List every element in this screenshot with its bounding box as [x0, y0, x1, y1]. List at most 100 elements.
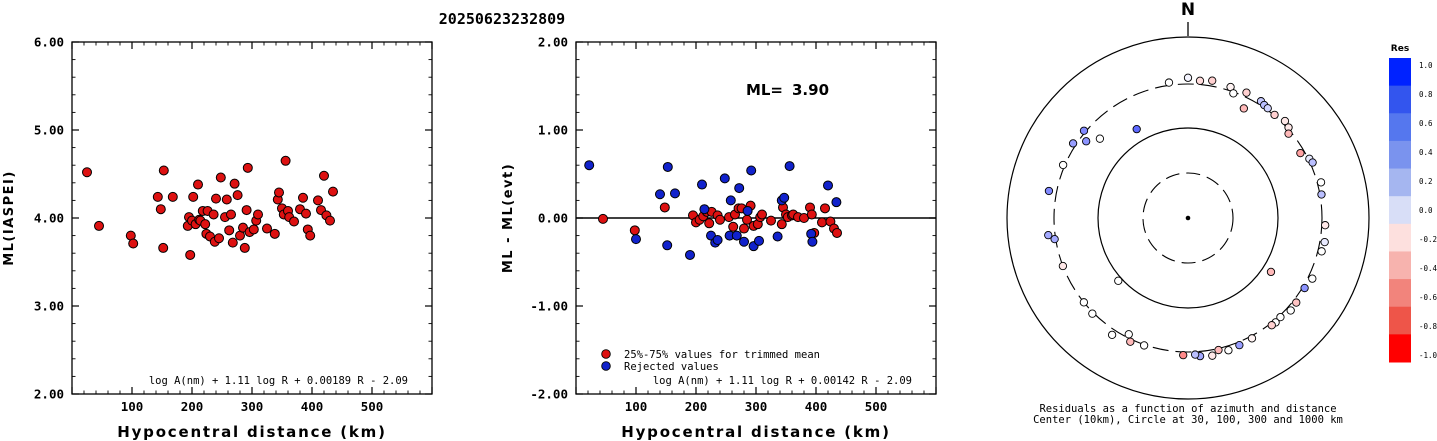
- legend-label-rejected: Rejected values: [624, 361, 719, 373]
- plot1-points: [82, 155, 338, 260]
- plot2-x-axis-label: Hypocentral distance (km): [621, 423, 891, 441]
- data-point: [734, 183, 745, 194]
- polar-point: [1296, 148, 1305, 158]
- data-point: [820, 203, 830, 214]
- polar-point: [1058, 261, 1068, 271]
- polar-point: [1068, 139, 1078, 148]
- polar-point: [1183, 73, 1193, 82]
- plot1-y-axis-label: ML(IASPEI): [2, 170, 17, 266]
- data-point: [158, 165, 169, 176]
- polar-point: [1286, 306, 1295, 315]
- polar-point: [1124, 330, 1133, 339]
- data-point: [185, 249, 196, 260]
- polar-point: [1195, 76, 1205, 85]
- colorbar-swatch: [1389, 279, 1411, 308]
- plot2-points: [584, 160, 842, 260]
- x-tick-label: 500: [865, 399, 888, 414]
- colorbar-tick-label: -0.8: [1419, 322, 1437, 331]
- data-point: [221, 194, 232, 205]
- y-tick-label: -1.00: [530, 299, 568, 314]
- polar-point: [1308, 274, 1317, 283]
- data-point: [248, 224, 259, 235]
- data-point: [725, 195, 736, 206]
- y-tick-label: 4.00: [34, 211, 64, 226]
- data-point: [662, 161, 673, 172]
- polar-point: [1079, 298, 1089, 307]
- x-tick-label: 300: [745, 399, 768, 414]
- colorbar-swatch: [1389, 140, 1411, 170]
- data-point: [739, 236, 749, 247]
- colorbar-swatches: [1389, 58, 1411, 363]
- data-point: [305, 230, 316, 241]
- colorbar-swatch: [1389, 306, 1411, 335]
- data-point: [757, 209, 767, 220]
- colorbar-tick-label: -0.4: [1419, 264, 1437, 273]
- data-point: [158, 242, 169, 253]
- polar-point: [1276, 312, 1285, 322]
- colorbar-title: Res: [1391, 44, 1409, 54]
- y-tick-label: -2.00: [530, 387, 568, 402]
- polar-point: [1132, 124, 1141, 134]
- colorbar-ticks: 1.0 0.8 0.6 0.4 0.2 0.0 -0.2 -0.4 -0.6 -0.8 -1.0: [1419, 61, 1437, 360]
- data-point: [313, 195, 323, 206]
- y-tick-label: 2.00: [34, 387, 64, 402]
- y-tick-label: 2.00: [538, 35, 568, 50]
- x-tick-label: 200: [685, 399, 708, 414]
- data-point: [193, 179, 203, 190]
- data-point: [584, 160, 595, 171]
- plot1-formula: log A(nm) + 1.11 log R + 0.00189 R - 2.0…: [149, 375, 408, 387]
- colorbar-tick-label: -0.2: [1419, 235, 1437, 244]
- data-point: [232, 190, 243, 201]
- plot2-formula: log A(nm) + 1.11 log R + 0.00142 R - 2.0…: [653, 375, 912, 387]
- ml-label: ML=: [746, 81, 783, 99]
- polar-caption-line1: Residuals as a function of azimuth and d…: [1039, 403, 1336, 415]
- polar-points: [1044, 73, 1330, 361]
- polar-point: [1292, 298, 1301, 307]
- data-point: [831, 197, 842, 208]
- x-tick-label: 400: [301, 399, 324, 414]
- data-point: [253, 209, 263, 220]
- data-point: [128, 238, 139, 249]
- polar-point: [1058, 160, 1068, 170]
- polar-point: [1229, 89, 1238, 98]
- data-point: [328, 186, 338, 197]
- polar-point: [1126, 337, 1135, 346]
- data-point: [779, 192, 790, 203]
- data-point: [776, 219, 787, 230]
- legend-marker-rejected: [601, 361, 611, 371]
- data-point: [239, 242, 250, 253]
- data-point: [280, 155, 291, 166]
- ml-vs-distance-panel: 6.00 5.00 4.00 3.00 2.00 100 200 300 400 500 ML(…: [2, 35, 433, 441]
- data-point: [704, 218, 715, 229]
- plot2-y-axis-label: ML - ML(evt): [501, 163, 516, 273]
- data-point: [152, 191, 163, 202]
- data-point: [298, 192, 308, 203]
- data-point: [167, 191, 178, 202]
- azimuth-residual-panel: N Residuals as a function of azimuth and…: [1006, 0, 1370, 426]
- data-point: [655, 189, 665, 200]
- ring-30km: [1142, 172, 1234, 264]
- colorbar-swatch: [1389, 251, 1411, 280]
- polar-point: [1107, 330, 1117, 340]
- data-point: [325, 215, 335, 226]
- legend-label-trimmed: 25%-75% values for trimmed mean: [624, 349, 820, 361]
- polar-point: [1239, 104, 1248, 113]
- polar-point: [1208, 76, 1217, 85]
- data-point: [823, 180, 833, 191]
- data-point: [731, 230, 742, 241]
- polar-point: [1088, 309, 1097, 318]
- data-point: [211, 193, 221, 204]
- x-tick-label: 200: [181, 399, 204, 414]
- polar-point: [1095, 134, 1105, 143]
- data-point: [817, 217, 827, 228]
- data-point: [188, 191, 199, 202]
- data-point: [208, 209, 219, 220]
- polar-point: [1044, 186, 1054, 196]
- data-point: [746, 165, 757, 176]
- polar-point: [1079, 126, 1089, 135]
- data-point: [301, 208, 311, 219]
- y-tick-label: 1.00: [538, 123, 568, 138]
- x-tick-label: 300: [241, 399, 264, 414]
- data-point: [229, 178, 240, 189]
- data-point: [699, 204, 710, 215]
